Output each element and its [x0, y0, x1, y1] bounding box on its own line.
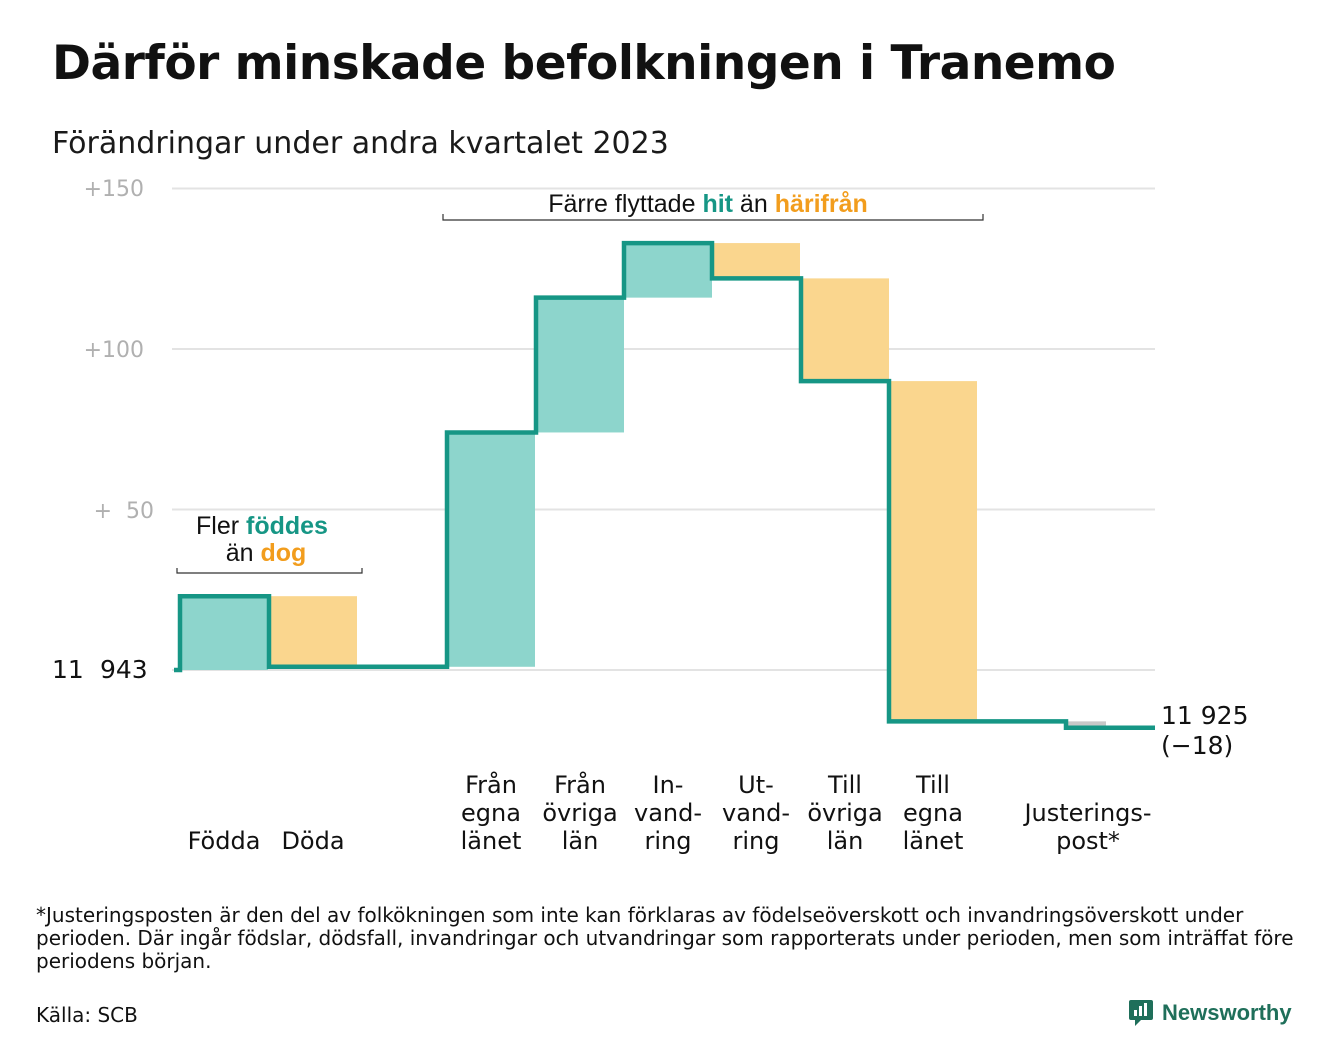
bar-ut-vand-ring — [712, 243, 800, 279]
start-value-number: 11 — [52, 655, 84, 684]
running-total-line — [174, 240, 1155, 731]
y-tick-label-50: + 50 — [94, 499, 154, 524]
category-label: Ut-vand-ring — [722, 771, 790, 855]
deaths-annotation-highlight: dog — [260, 539, 306, 567]
bar-justerings-post — [1068, 721, 1106, 728]
y-axis-ticks: +150 +100 + 50 — [84, 177, 154, 524]
newsworthy-logo-icon — [1129, 1000, 1153, 1026]
category-label: Födda — [188, 827, 261, 855]
end-value-label: 11 925 — [1161, 701, 1248, 730]
births-annotation-bracket — [176, 568, 363, 574]
moves-annotation: Färre flyttade hit än härifrån — [442, 190, 984, 221]
bar-från-övriga-län — [536, 297, 624, 433]
source-label: Källa: SCB — [36, 1003, 138, 1027]
waterfall-chart: +150 +100 + 50 11 943 11 925 (−18) Födda… — [52, 177, 1248, 855]
end-change-label: (−18) — [1161, 731, 1233, 760]
births-annotation-line1: Fler föddes — [196, 512, 328, 540]
bar-födda — [180, 596, 268, 670]
bar-in-vand-ring — [624, 243, 712, 298]
brand-name: Newsworthy — [1162, 1000, 1292, 1025]
bar-döda — [269, 596, 357, 667]
moves-annotation-highlight-in: hit — [702, 190, 733, 218]
moves-annotation-part1: Färre flyttade — [548, 190, 702, 218]
brand-logo: Newsworthy — [1128, 998, 1292, 1028]
category-label: Justerings-post* — [1022, 799, 1151, 855]
bar-till-övriga-län — [801, 278, 889, 382]
births-annotation-line2: än dog — [226, 539, 307, 567]
births-annotation-text: Fler — [196, 512, 246, 540]
y-tick-label-100: +100 — [84, 338, 144, 363]
category-label: In-vand-ring — [634, 771, 702, 855]
category-label: Till egna länet — [903, 771, 964, 855]
category-label: Från övriga län — [542, 770, 617, 855]
footnote: *Justeringsposten är den del av folkökni… — [36, 903, 1294, 973]
moves-annotation-part2: än — [733, 190, 775, 218]
start-value-label: 943 — [100, 655, 148, 684]
gridlines — [172, 187, 1155, 671]
category-label: Till övriga län — [807, 771, 882, 855]
moves-annotation-highlight-out: härifrån — [775, 190, 868, 218]
waterfall-bars — [180, 243, 1106, 728]
moves-annotation-bracket — [442, 214, 984, 221]
bar-från-egna-länet — [447, 432, 535, 667]
category-label: Döda — [281, 827, 344, 855]
category-labels: Födda Döda Från egna länet Från övriga länIn-va… — [188, 770, 1152, 855]
chart-subtitle: Förändringar under andra kvartalet 2023 — [52, 126, 669, 161]
births-annotation: Fler föddes än dog — [176, 512, 363, 574]
y-tick-label-150: +150 — [84, 177, 144, 202]
deaths-annotation-text: än — [226, 539, 261, 567]
bar-till-egna-länet — [889, 381, 977, 722]
births-annotation-highlight: föddes — [246, 512, 328, 540]
category-label: Från egna länet — [461, 770, 522, 855]
chart-title: Därför minskade befolkningen i Tranemo — [52, 36, 1116, 91]
moves-annotation-text: Färre flyttade hit än härifrån — [548, 190, 868, 218]
